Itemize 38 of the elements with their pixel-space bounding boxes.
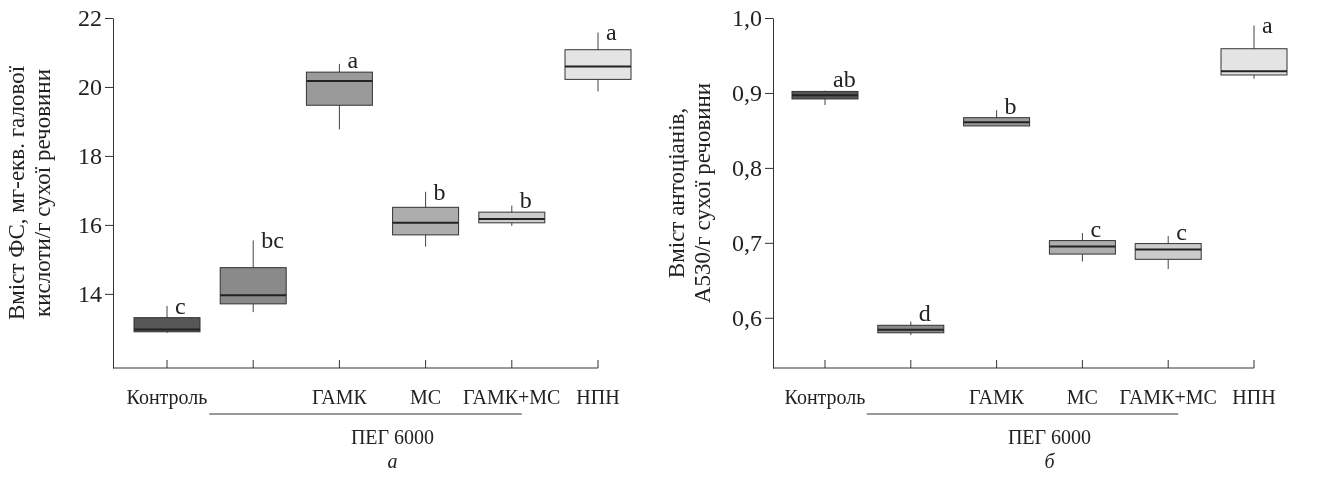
text: б (1044, 450, 1056, 472)
y-tick-label: 1,0 (732, 5, 762, 32)
text: а (387, 450, 398, 472)
y-tick-label: 14 (78, 281, 102, 308)
text: b (1004, 92, 1017, 119)
y-axis-title: Вміст антоціанів, A530/г сухої речовини (664, 82, 715, 304)
text: c (1176, 218, 1187, 245)
y-tick-label: 22 (78, 5, 102, 32)
y-tick-label: 20 (78, 74, 102, 101)
x-tick-label: ГАМК+МС (1119, 386, 1217, 408)
text: bc (261, 227, 284, 254)
text: c (175, 292, 186, 319)
x-tick-label: МС (410, 386, 442, 408)
y-axis-title: Вміст ФС, мг-екв. галової кислоти/г сухої речовини (4, 65, 55, 321)
text: b (519, 187, 532, 214)
y-tick-label: 0,6 (732, 304, 762, 331)
x-tick-label: ГАМК+МС (463, 386, 561, 408)
text: ПЕГ 6000 (350, 426, 435, 448)
x-tick-label: ГАМК (311, 386, 368, 408)
text: d (918, 300, 931, 327)
text: ab (833, 66, 856, 93)
x-tick-label: Контроль (784, 386, 866, 409)
y-tick-label: 18 (78, 143, 102, 170)
y-tick-label: 0,7 (732, 230, 762, 257)
text: ПЕГ 6000 (1007, 426, 1092, 448)
text: a (347, 47, 359, 74)
text: b (433, 178, 446, 205)
x-tick-label: ГАМК (969, 386, 1025, 408)
x-tick-label: НПН (1232, 386, 1276, 408)
text: a (606, 19, 617, 46)
y-tick-label: 0,8 (732, 155, 762, 182)
x-tick-label: НПН (576, 386, 620, 408)
x-tick-label: МС (1066, 386, 1098, 408)
x-tick-label: Контроль (126, 386, 208, 409)
y-tick-label: 16 (78, 212, 102, 239)
y-tick-label: 0,9 (732, 80, 762, 107)
text: a (1262, 12, 1273, 39)
text: c (1090, 215, 1102, 242)
